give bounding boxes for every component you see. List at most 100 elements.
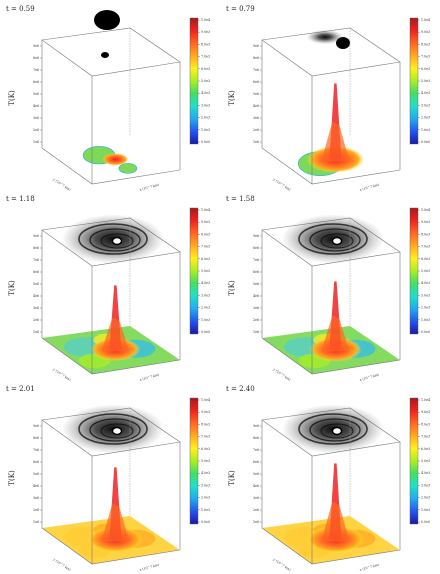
colorbar-tick-label: 9.0e3 xyxy=(421,30,430,34)
colorbar-tick-label: 6.0e3 xyxy=(421,257,430,261)
colorbar-tick-label: 3.0e3 xyxy=(421,103,430,107)
panel-3: t = 1.18 9e6 8e6 7e6 6e6 5e6 4e6 3e6 2e6 1e6 T(K) y… xyxy=(6,195,210,382)
z-tick-label: 7e6 xyxy=(253,448,259,452)
colorbar-tick-label: 0.0e0 xyxy=(201,330,210,334)
z-tick-label: 6e6 xyxy=(253,460,259,464)
colorbar-tick-label: 5.0e3 xyxy=(421,79,430,83)
colorbar-tick-label: 8.0e3 xyxy=(201,232,210,236)
z-tick-label: 1e6 xyxy=(253,330,259,334)
x-axis-label: x (10^7 km) xyxy=(359,373,379,382)
z-tick-label: 8e6 xyxy=(253,436,259,440)
z-tick-label: 2e6 xyxy=(253,508,259,512)
top-plane xyxy=(41,27,181,77)
z-tick-label: 7e6 xyxy=(33,448,39,452)
colorbar-tick-label: 4.0e3 xyxy=(421,471,430,475)
colorbar-tick-label: 0.0e0 xyxy=(421,330,430,334)
z-tick-label: 5e6 xyxy=(253,92,259,96)
z-tick-label: 4e6 xyxy=(253,294,259,298)
panel-title: t = 0.59 xyxy=(6,5,35,13)
x-axis-label: x (10^7 km) xyxy=(359,183,379,192)
z-axis-label: T(K) xyxy=(8,280,16,296)
colorbar-tick-label: 3.0e3 xyxy=(201,103,210,107)
panel-4: t = 1.58 9e6 8e6 7e6 6e6 5e6 4e6 3e6 2e6 1e6 T(K) y… xyxy=(226,195,430,382)
z-tick-label: 9e6 xyxy=(33,234,39,238)
z-tick-label: 3e6 xyxy=(33,116,39,120)
colorbar-tick-label: 2.0e3 xyxy=(201,496,210,500)
colorbar-tick-label: 5.0e3 xyxy=(201,79,210,83)
colorbar-tick-label: 1.0e4 xyxy=(421,18,430,22)
spiral-arm xyxy=(100,423,134,439)
colorbar-tick-label: 7.0e3 xyxy=(421,435,430,439)
colorbar-tick-label: 0.0e0 xyxy=(421,520,430,524)
y-axis-label: y (10^7 km) xyxy=(272,557,292,572)
z-tick-label: 7e6 xyxy=(253,68,259,72)
z-tick-label: 7e6 xyxy=(253,258,259,262)
colorbar-tick-label: 2.0e3 xyxy=(421,306,430,310)
colorbar-tick-label: 1.0e3 xyxy=(201,128,210,132)
spiral-arm xyxy=(309,418,361,442)
z-axis-label: T(K) xyxy=(228,90,236,106)
colorbar-tick-label: 5.0e3 xyxy=(201,459,210,463)
z-tick-label: 9e6 xyxy=(253,424,259,428)
box-edge xyxy=(41,337,181,375)
spiral-arm xyxy=(78,413,148,445)
temperature-shoulder xyxy=(321,121,350,162)
colorbar-tick-label: 1.0e3 xyxy=(421,128,430,132)
colorbar-tick-label: 9.0e3 xyxy=(201,30,210,34)
z-tick-label: 3e6 xyxy=(253,306,259,310)
z-tick-label: 4e6 xyxy=(33,294,39,298)
colorbar-tick-label: 1.0e3 xyxy=(421,318,430,322)
spiral-core xyxy=(331,426,343,436)
z-tick-label: 4e6 xyxy=(253,104,259,108)
spiral-core xyxy=(111,236,123,246)
y-axis-label: y (10^7 km) xyxy=(272,177,292,192)
colorbar-tick-label: 2.0e3 xyxy=(201,306,210,310)
temperature-shoulder xyxy=(321,501,350,542)
box-edge xyxy=(41,147,181,185)
spiral-arm xyxy=(89,418,141,442)
z-tick-label: 2e6 xyxy=(33,128,39,132)
panel-title: t = 0.79 xyxy=(226,5,255,13)
z-tick-label: 9e6 xyxy=(253,234,259,238)
panel-2: t = 0.79 9e6 8e6 7e6 6e6 5e6 4e6 3e6 2e6 1e6 T(K) y… xyxy=(226,5,430,192)
z-tick-label: 1e6 xyxy=(253,140,259,144)
z-tick-label: 1e6 xyxy=(33,330,39,334)
z-tick-label: 6e6 xyxy=(33,270,39,274)
colorbar-tick-label: 2.0e3 xyxy=(421,116,430,120)
z-tick-label: 5e6 xyxy=(253,282,259,286)
y-axis-label: y (10^7 km) xyxy=(52,367,72,382)
z-tick-label: 4e6 xyxy=(33,104,39,108)
colorbar-tick-label: 0.0e0 xyxy=(421,140,430,144)
colorbar xyxy=(409,207,419,335)
z-tick-label: 8e6 xyxy=(33,436,39,440)
x-axis-label: x (10^7 km) xyxy=(139,183,159,192)
colorbar-tick-label: 4.0e3 xyxy=(421,91,430,95)
z-tick-label: 7e6 xyxy=(33,258,39,262)
x-axis-label: x (10^7 km) xyxy=(139,563,159,572)
z-tick-label: 1e6 xyxy=(33,140,39,144)
colorbar-tick-label: 1.0e3 xyxy=(201,318,210,322)
z-tick-label: 6e6 xyxy=(253,80,259,84)
colorbar-tick-label: 5.0e3 xyxy=(421,459,430,463)
z-axis-label: T(K) xyxy=(228,470,236,486)
colorbar-tick-label: 5.0e3 xyxy=(421,269,430,273)
z-tick-label: 9e6 xyxy=(33,424,39,428)
colorbar-tick-label: 8.0e3 xyxy=(421,42,430,46)
colorbar-tick-label: 4.0e3 xyxy=(201,281,210,285)
y-axis-label: y (10^7 km) xyxy=(272,367,292,382)
spiral-arm xyxy=(78,223,148,255)
colorbar-tick-label: 6.0e3 xyxy=(201,67,210,71)
spiral-arm xyxy=(100,233,134,249)
colorbar-tick-label: 7.0e3 xyxy=(421,245,430,249)
colorbar-tick-label: 1.0e3 xyxy=(421,508,430,512)
colorbar-tick-label: 8.0e3 xyxy=(201,42,210,46)
z-tick-label: 9e6 xyxy=(33,44,39,48)
spiral-arm xyxy=(89,228,141,252)
colorbar-tick-label: 0.0e0 xyxy=(201,140,210,144)
colorbar xyxy=(189,17,199,145)
colorbar-tick-label: 3.0e3 xyxy=(421,293,430,297)
temperature-shoulder xyxy=(101,317,130,352)
z-tick-label: 2e6 xyxy=(33,508,39,512)
colorbar-tick-label: 7.0e3 xyxy=(421,55,430,59)
